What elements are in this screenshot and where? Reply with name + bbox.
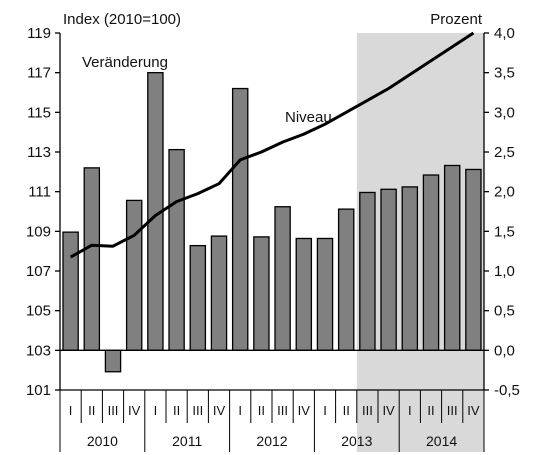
left-tick-label: 115 bbox=[27, 104, 51, 121]
right-axis-title: Prozent bbox=[430, 11, 483, 28]
right-tick-label: 0,5 bbox=[494, 303, 515, 320]
right-tick-label: -0,5 bbox=[494, 382, 520, 399]
left-tick-label: 117 bbox=[27, 65, 51, 82]
niveau-line bbox=[69, 31, 475, 259]
left-tick-label: 107 bbox=[26, 263, 51, 280]
category-labels: I II III IV I II III IV I II III IV I II III IV I II III IV… bbox=[69, 403, 480, 449]
left-axis-title: Index (2010=100) bbox=[63, 11, 181, 28]
bar-19 bbox=[465, 168, 482, 351]
left-tick-label: 111 bbox=[28, 184, 51, 201]
left-tick-label: 103 bbox=[26, 342, 51, 359]
right-tick-label: 2,0 bbox=[494, 184, 515, 201]
bar-9 bbox=[253, 236, 270, 351]
category-label: I bbox=[238, 403, 242, 418]
category-label: I bbox=[408, 403, 412, 418]
category-label: III bbox=[277, 403, 288, 418]
bar-14 bbox=[359, 191, 376, 351]
right-tick-label: 2,5 bbox=[494, 144, 515, 161]
bar-0 bbox=[62, 231, 79, 351]
forecast-shading bbox=[356, 33, 484, 452]
category-label: II bbox=[173, 403, 180, 418]
bar-10 bbox=[274, 206, 291, 351]
bar-7 bbox=[210, 235, 228, 351]
annotation-veraenderung: Veränderung bbox=[82, 54, 168, 71]
category-label: II bbox=[343, 403, 350, 418]
category-label: IV bbox=[467, 403, 480, 418]
bar-3 bbox=[125, 199, 143, 351]
category-label: III bbox=[108, 403, 119, 418]
year-label: 2010 bbox=[87, 433, 118, 449]
year-label: 2011 bbox=[172, 433, 202, 449]
bar-12 bbox=[316, 237, 334, 351]
category-label: II bbox=[258, 403, 265, 418]
right-tick-label: 1,0 bbox=[494, 263, 515, 280]
bar-17 bbox=[422, 174, 440, 351]
left-tick-label: 109 bbox=[26, 223, 51, 240]
bar-1 bbox=[83, 167, 101, 351]
bar-11 bbox=[295, 237, 313, 351]
left-tick-label: 113 bbox=[27, 144, 51, 161]
bar-18 bbox=[443, 164, 461, 351]
category-label: IV bbox=[128, 403, 141, 418]
right-tick-label: 1,5 bbox=[494, 223, 515, 240]
category-label: III bbox=[192, 403, 203, 418]
bar-13 bbox=[337, 208, 355, 351]
category-label: I bbox=[154, 403, 158, 418]
left-tick-label: 119 bbox=[27, 25, 51, 42]
category-label: IV bbox=[382, 403, 395, 418]
bar-6 bbox=[189, 244, 207, 351]
right-axis-tick-labels: -0,5 0,0 0,5 1,0 1,5 2,0 2,5 3,0 3,5 4,0 bbox=[494, 25, 520, 399]
bar-2 bbox=[104, 349, 122, 373]
category-label: II bbox=[88, 403, 95, 418]
category-label: III bbox=[362, 403, 373, 418]
right-tick-label: 0,0 bbox=[494, 342, 515, 359]
left-axis-tick-labels: 101 103 105 107 109 111 113 115 117 119 bbox=[26, 25, 51, 399]
bar-15 bbox=[380, 188, 397, 351]
year-label: 2012 bbox=[256, 433, 287, 449]
category-label: II bbox=[427, 403, 434, 418]
category-label: IV bbox=[213, 403, 226, 418]
bar-16 bbox=[401, 186, 419, 351]
bar-5 bbox=[168, 148, 185, 351]
category-label: IV bbox=[298, 403, 311, 418]
right-tick-label: 4,0 bbox=[494, 25, 515, 42]
category-label: I bbox=[69, 403, 73, 418]
bar-8 bbox=[231, 87, 249, 351]
right-tick-label: 3,0 bbox=[494, 104, 515, 121]
left-tick-label: 105 bbox=[26, 303, 51, 320]
year-label: 2013 bbox=[341, 433, 372, 449]
category-label: III bbox=[447, 403, 458, 418]
right-tick-label: 3,5 bbox=[494, 65, 515, 82]
left-tick-label: 101 bbox=[26, 382, 51, 399]
year-label: 2014 bbox=[426, 433, 457, 449]
category-label: I bbox=[323, 403, 327, 418]
annotation-niveau: Niveau bbox=[285, 109, 332, 126]
axes bbox=[55, 32, 489, 452]
